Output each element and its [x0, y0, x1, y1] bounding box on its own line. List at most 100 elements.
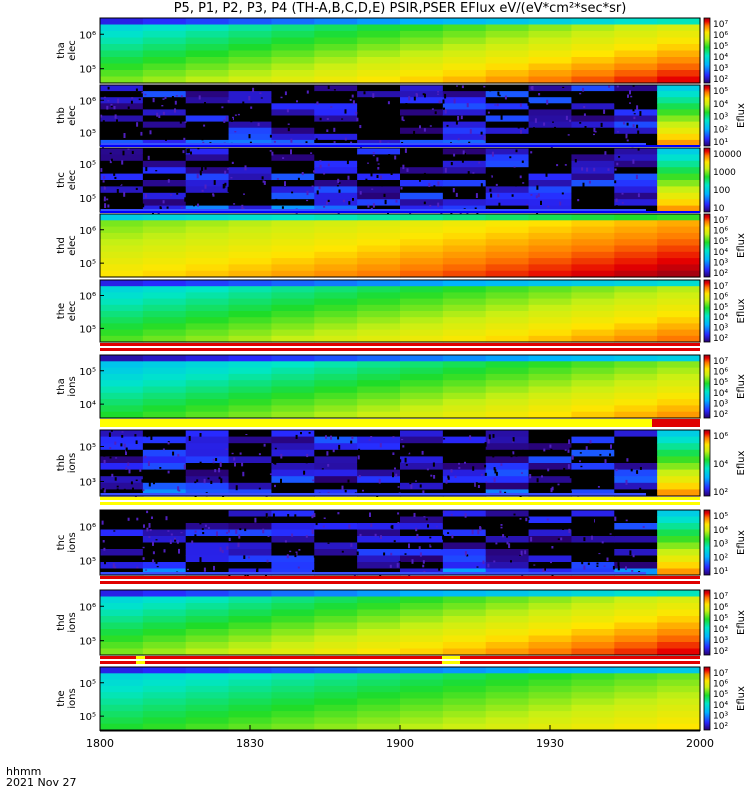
heatmap-cell	[357, 57, 401, 65]
heatmap-cell	[657, 590, 701, 598]
heatmap-speck	[284, 540, 287, 543]
heatmap-speck	[627, 94, 629, 98]
heatmap-speck	[107, 100, 110, 102]
heatmap-speck	[347, 479, 350, 483]
heatmap-speck	[291, 533, 294, 537]
heatmap-cell	[271, 329, 315, 337]
heatmap-speck	[541, 475, 543, 478]
heatmap-cell	[528, 44, 573, 52]
heatmap-cell	[185, 115, 230, 123]
heatmap-cell	[271, 76, 315, 84]
heatmap-cell	[657, 367, 701, 375]
heatmap-cell	[357, 264, 401, 272]
flag-inner-line	[100, 659, 700, 661]
heatmap-cell	[271, 449, 315, 457]
heatmap-cell	[228, 37, 273, 45]
heatmap-cell	[614, 361, 658, 369]
heatmap-speck	[447, 475, 450, 479]
heatmap-cell	[142, 173, 187, 181]
heatmap-cell	[271, 24, 315, 32]
heatmap-speck	[487, 526, 490, 532]
heatmap-speck	[146, 527, 149, 532]
heatmap-cell	[485, 286, 530, 293]
heatmap-cell	[271, 85, 315, 92]
heatmap-cell	[142, 239, 187, 247]
heatmap-speck	[579, 122, 582, 124]
heatmap-cell	[485, 220, 530, 228]
heatmap-speck	[280, 454, 283, 459]
heatmap-cell	[400, 286, 444, 293]
heatmap-cell	[528, 232, 573, 240]
heatmap-speck	[341, 550, 344, 553]
heatmap-cell	[528, 335, 573, 343]
heatmap-speck	[243, 555, 246, 559]
heatmap-cell	[357, 590, 401, 598]
heatmap-cell	[228, 292, 273, 300]
heatmap-cell	[657, 245, 701, 253]
heatmap-cell	[228, 523, 273, 531]
heatmap-speck	[402, 164, 405, 170]
heatmap-speck	[159, 513, 162, 517]
heatmap-cell	[442, 596, 487, 604]
heatmap-speck	[204, 184, 207, 189]
heatmap-cell	[485, 590, 530, 598]
heatmap-speck	[278, 168, 281, 174]
heatmap-cell	[100, 642, 144, 650]
heatmap-cell	[100, 304, 144, 312]
heatmap-cell	[357, 154, 401, 162]
heatmap-cell	[657, 386, 701, 394]
heatmap-cell	[400, 199, 444, 207]
heatmap-cell	[314, 70, 358, 78]
heatmap-cell	[485, 469, 530, 477]
heatmap-speck	[346, 159, 349, 165]
heatmap-cell	[614, 192, 658, 200]
heatmap-speck	[372, 203, 375, 208]
heatmap-speck	[430, 542, 433, 546]
heatmap-cell	[357, 335, 401, 343]
heatmap-cell	[357, 542, 401, 550]
heatmap-speck	[574, 159, 577, 163]
heatmap-speck	[451, 534, 454, 539]
heatmap-cell	[400, 214, 444, 221]
heatmap-cell	[228, 463, 273, 471]
heatmap-speck	[162, 448, 165, 451]
heatmap-cell	[185, 148, 230, 155]
heatmap-speck	[487, 563, 490, 568]
heatmap-speck	[504, 95, 507, 100]
heatmap-speck	[103, 186, 106, 190]
heatmap-cell	[485, 443, 530, 451]
heatmap-speck	[226, 531, 228, 534]
heatmap-cell	[571, 523, 615, 531]
heatmap-cell	[400, 239, 444, 247]
heatmap-speck	[510, 560, 512, 563]
heatmap-cell	[657, 698, 701, 706]
heatmap-speck	[401, 155, 404, 160]
heatmap-speck	[642, 526, 645, 528]
heatmap-speck	[552, 523, 555, 525]
heatmap-cell	[314, 251, 358, 259]
heatmap-speck	[509, 156, 512, 159]
heatmap-cell	[528, 392, 573, 400]
heatmap-speck	[431, 108, 434, 110]
heatmap-speck	[319, 160, 322, 162]
heatmap-speck	[379, 443, 382, 448]
heatmap-speck	[370, 436, 373, 438]
heatmap-speck	[213, 180, 216, 185]
heatmap-speck	[480, 473, 483, 476]
heatmap-cell	[357, 167, 401, 175]
heatmap-cell	[400, 603, 444, 611]
heatmap-speck	[583, 477, 586, 483]
heatmap-cell	[657, 192, 701, 200]
heatmap-speck	[629, 550, 632, 556]
heatmap-speck	[161, 105, 164, 107]
heatmap-speck	[524, 127, 527, 130]
heatmap-speck	[533, 127, 535, 129]
heatmap-cell	[314, 18, 358, 26]
heatmap-speck	[238, 534, 241, 539]
heatmap-cell	[271, 31, 315, 39]
heatmap-cell	[357, 199, 401, 207]
heatmap-speck	[519, 518, 522, 520]
heatmap-cell	[314, 443, 358, 451]
heatmap-cell	[485, 317, 530, 324]
